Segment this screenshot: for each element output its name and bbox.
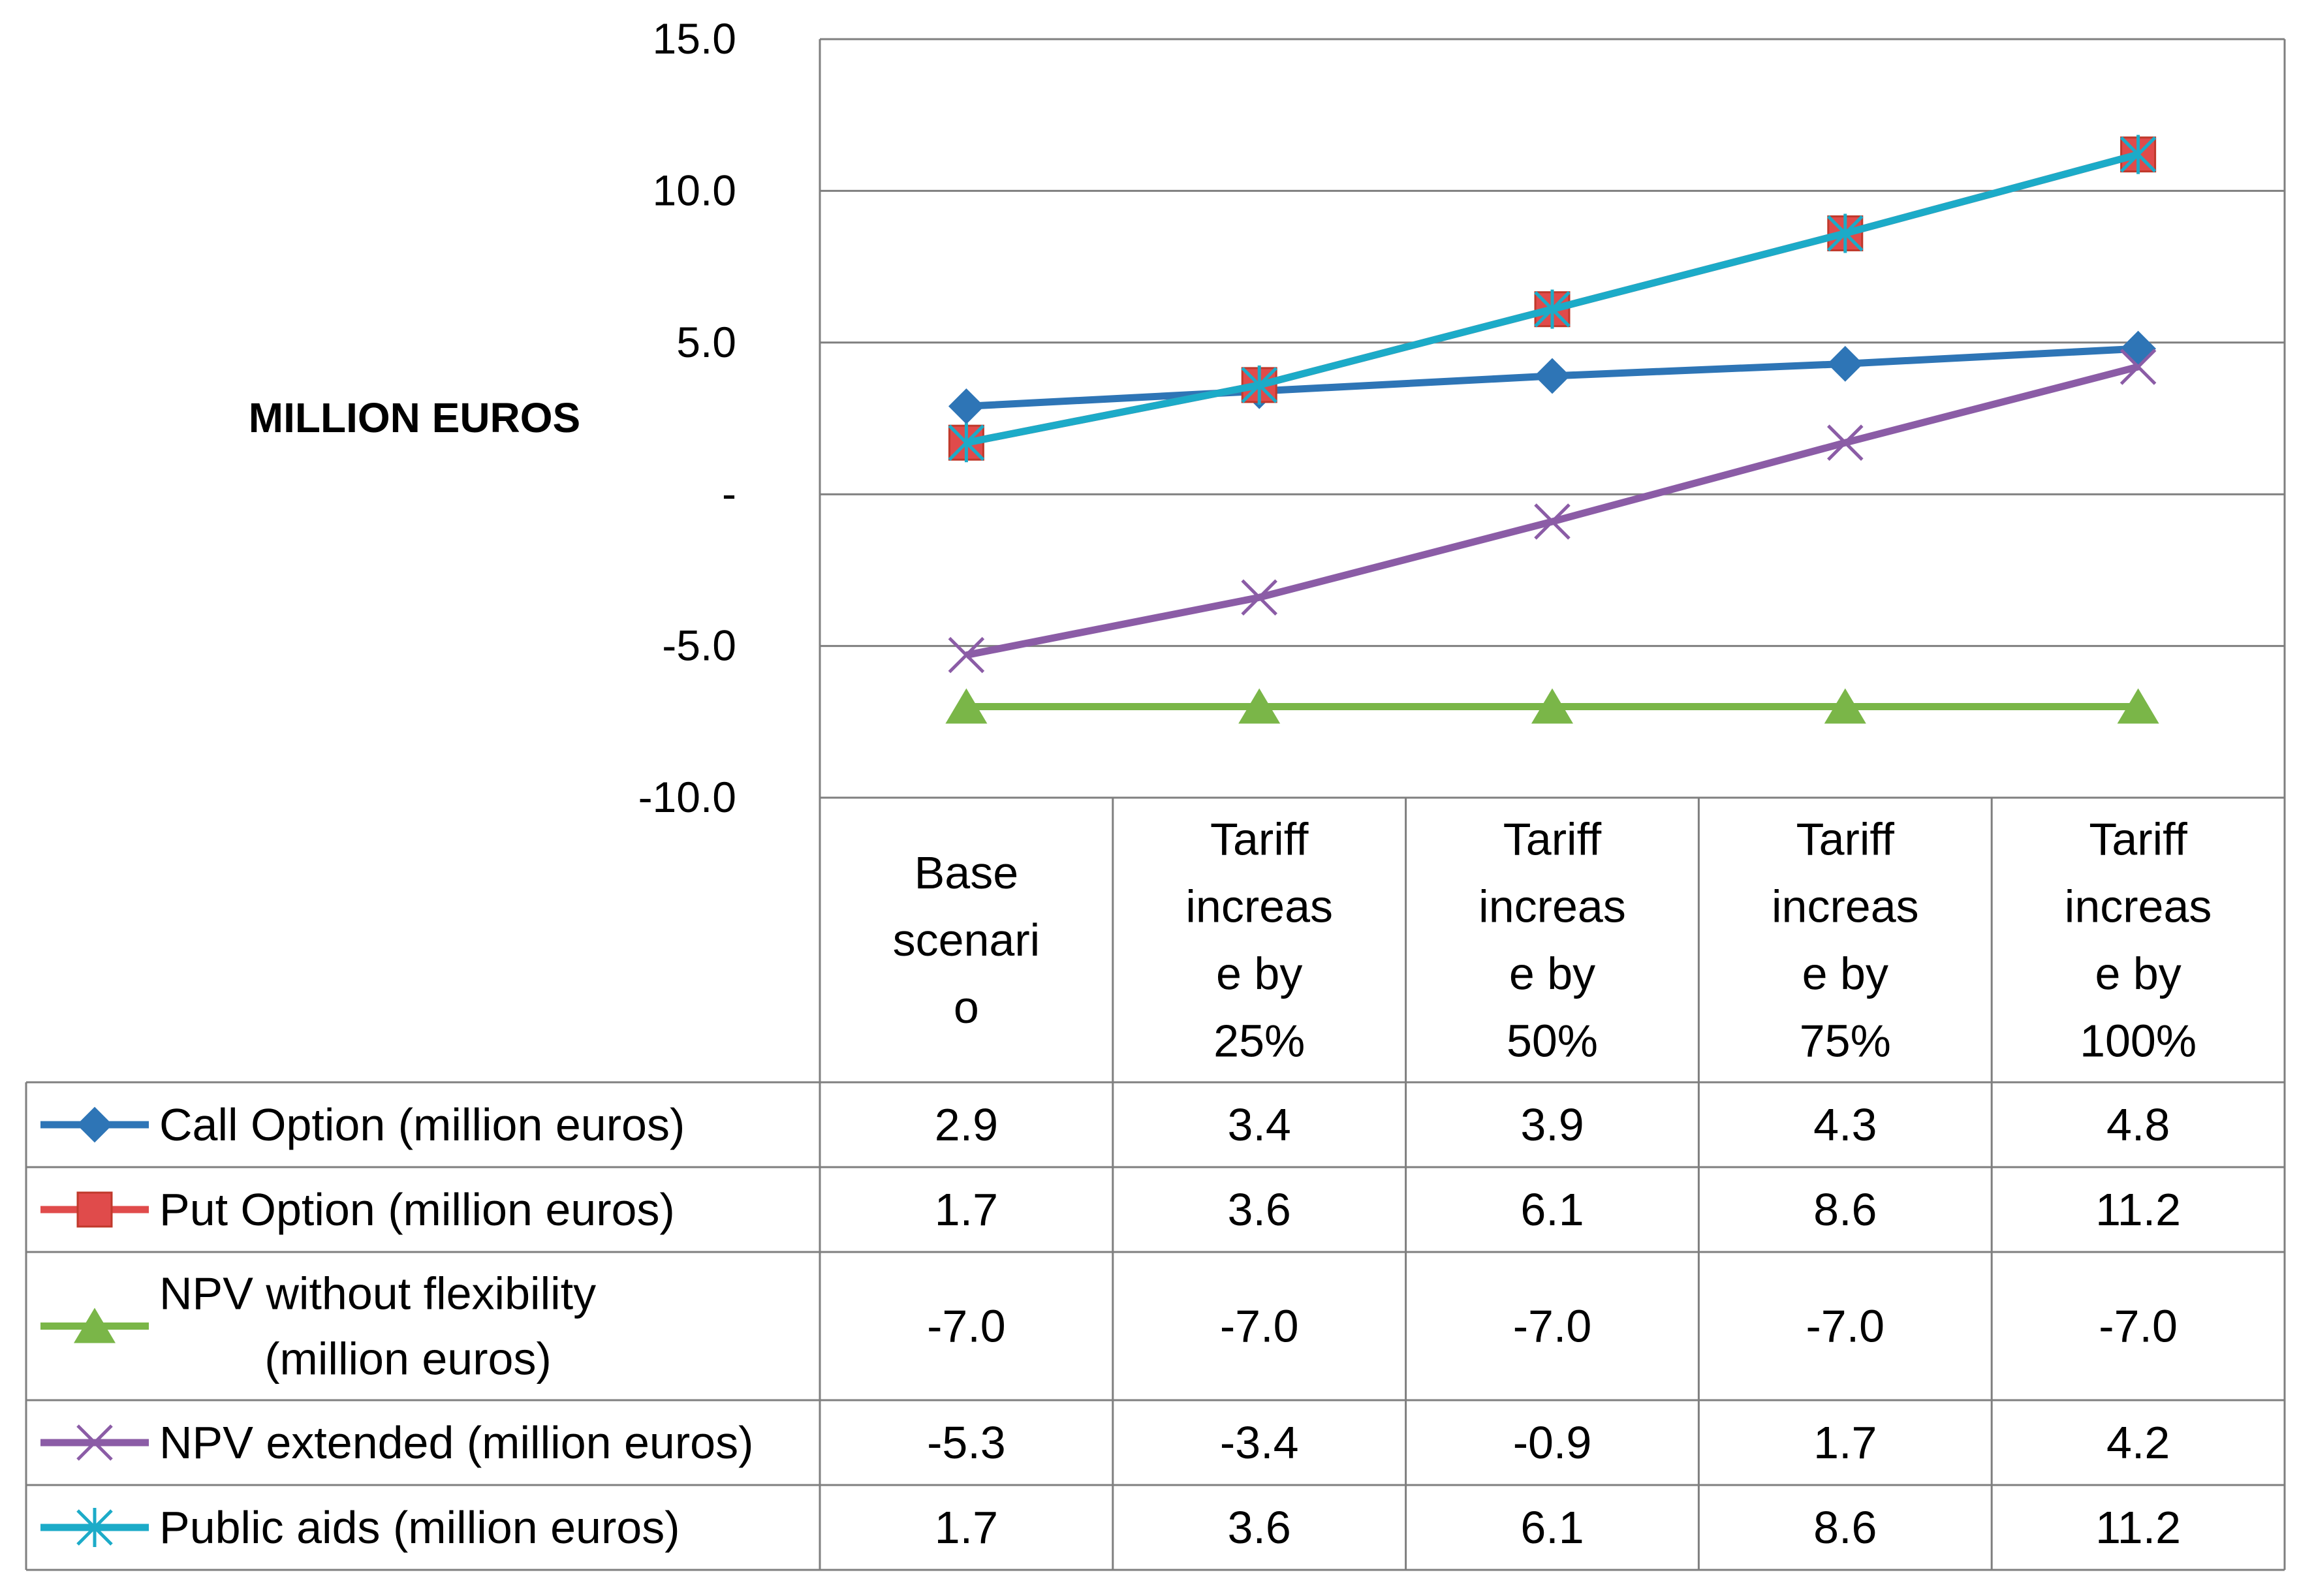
category-label: scenari (893, 915, 1040, 965)
diamond-marker (76, 1106, 113, 1143)
data-value-cell: -3.4 (1220, 1417, 1299, 1468)
category-label: Base (915, 847, 1019, 898)
legend-key (40, 1424, 149, 1461)
legend-key (40, 1307, 149, 1343)
category-label: e by (1216, 948, 1302, 999)
triangle-marker (1238, 688, 1281, 724)
category-label: 100% (2080, 1016, 2197, 1067)
x-marker (2119, 349, 2157, 385)
data-value-cell: 1.7 (935, 1184, 998, 1235)
data-value-cell: -0.9 (1513, 1417, 1592, 1468)
x-marker (1241, 579, 1277, 616)
legend-label: Public aids (million euros) (159, 1502, 680, 1553)
series-4 (948, 349, 2157, 674)
legend-label: Call Option (million euros) (159, 1099, 685, 1150)
legend-key (40, 1106, 149, 1143)
diamond-marker (948, 388, 984, 424)
category-label: Tariff (1210, 814, 1309, 865)
data-value-cell: 11.2 (2095, 1184, 2181, 1235)
plot-gridlines (819, 38, 2286, 798)
triangle-marker (945, 688, 988, 724)
series-3 (945, 688, 2159, 724)
category-label: 25% (1213, 1016, 1305, 1067)
data-value-cell: 8.6 (1813, 1502, 1877, 1553)
square-marker (76, 1191, 113, 1228)
data-value-cell: -7.0 (1513, 1301, 1592, 1352)
data-value-cell: 3.6 (1228, 1502, 1291, 1553)
legend-label: (million euros) (264, 1334, 552, 1385)
data-value-cell: -5.3 (927, 1417, 1006, 1468)
data-value-cell: 4.2 (2106, 1417, 2170, 1468)
triangle-marker (1531, 688, 1573, 724)
diamond-marker (1827, 345, 1864, 382)
y-tick-label: 10.0 (653, 166, 736, 214)
category-label: e by (1802, 948, 1888, 999)
y-tick-label: 15.0 (653, 14, 736, 63)
star-marker (1241, 365, 1277, 405)
series-5 (948, 134, 2157, 463)
y-tick-label: 5.0 (676, 318, 736, 366)
category-label: increas (1772, 881, 1919, 932)
data-value-cell: 3.6 (1228, 1184, 1291, 1235)
category-label: 50% (1507, 1016, 1598, 1067)
triangle-marker (2117, 688, 2159, 724)
category-label: e by (2095, 948, 2181, 999)
data-value-cell: -7.0 (927, 1301, 1006, 1352)
diamond-marker (1534, 358, 1571, 394)
star-marker (948, 423, 985, 463)
y-tick-label: -10.0 (638, 773, 736, 821)
data-value-cell: 8.6 (1813, 1184, 1877, 1235)
category-label: Tariff (1503, 814, 1602, 865)
category-label: Tariff (2089, 814, 2187, 865)
data-table: Base scenari o Tariff increas e by 25% Tariff in… (25, 796, 2286, 1571)
y-axis-title: MILLION EUROS (249, 394, 580, 441)
legend-label: NPV extended (million euros) (159, 1417, 753, 1468)
category-label: increas (1185, 881, 1333, 932)
legend-label: NPV without flexibility (159, 1268, 596, 1319)
category-label: increas (1478, 881, 1626, 932)
category-label: e by (1509, 948, 1595, 999)
legend-key (40, 1508, 149, 1547)
data-value-cell: -7.0 (1220, 1301, 1299, 1352)
x-marker (1534, 503, 1571, 540)
data-value-cell: -7.0 (1806, 1301, 1885, 1352)
x-marker (1827, 424, 1864, 461)
plot-series (945, 134, 2159, 724)
category-label: 75% (1800, 1016, 1891, 1067)
data-value-cell: 3.4 (1228, 1099, 1291, 1150)
data-value-cell: 1.7 (935, 1502, 998, 1553)
data-value-cell: 4.3 (1813, 1099, 1877, 1150)
data-value-cell: 2.9 (935, 1099, 998, 1150)
data-value-cell: 6.1 (1520, 1184, 1584, 1235)
y-axis: 15.0 10.0 5.0 - -5.0 -10.0 (638, 14, 736, 821)
star-marker (1534, 289, 1571, 329)
data-value-cell: -7.0 (2099, 1301, 2178, 1352)
category-label: increas (2065, 881, 2212, 932)
data-value-cell: 11.2 (2095, 1502, 2181, 1553)
data-value-cell: 6.1 (1520, 1502, 1584, 1553)
data-value-cell: 1.7 (1813, 1417, 1877, 1468)
y-tick-label: -5.0 (662, 621, 736, 670)
y-tick-label: - (722, 469, 736, 518)
star-marker (76, 1508, 113, 1547)
star-marker (2119, 134, 2157, 174)
x-marker (948, 636, 985, 674)
category-label: o (954, 982, 979, 1033)
data-value-cell: 3.9 (1520, 1099, 1584, 1150)
triangle-marker (74, 1307, 116, 1343)
star-marker (1827, 213, 1864, 253)
legend-key (40, 1191, 149, 1228)
data-value-cell: 4.8 (2106, 1099, 2170, 1150)
x-marker (76, 1424, 113, 1461)
diamond-marker (2120, 330, 2157, 367)
category-label: Tariff (1796, 814, 1895, 865)
legend-label: Put Option (million euros) (159, 1184, 675, 1235)
triangle-marker (1824, 688, 1866, 724)
